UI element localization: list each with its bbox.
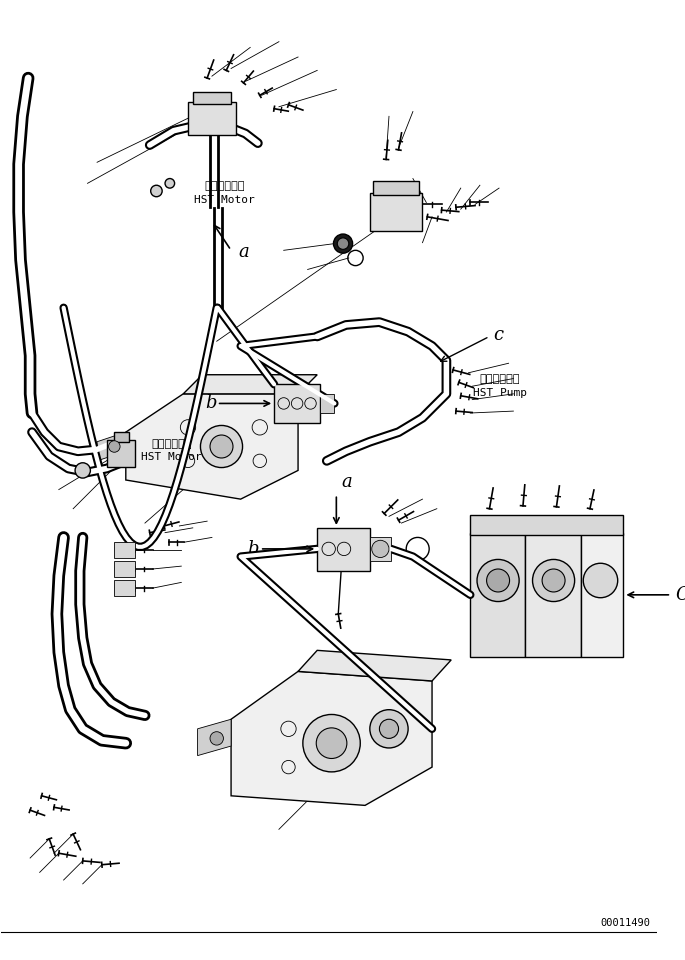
Text: b: b [206,395,216,413]
Bar [188,102,236,135]
Bar [471,516,623,535]
Bar [471,533,525,657]
Text: HST Pump: HST Pump [473,388,527,397]
Circle shape [151,185,162,197]
Bar [114,562,136,577]
Circle shape [316,728,347,758]
Circle shape [210,732,223,745]
Bar [581,533,623,657]
Text: ＨＳＴポンプ: ＨＳＴポンプ [479,374,520,384]
Circle shape [532,560,575,602]
Polygon shape [231,671,432,805]
Polygon shape [197,719,231,756]
Text: 00011490: 00011490 [600,918,650,927]
Circle shape [109,441,120,452]
Circle shape [542,569,565,592]
Text: a: a [239,243,249,261]
Circle shape [379,719,399,738]
Circle shape [477,560,519,602]
Text: HST Motor: HST Motor [194,195,255,204]
Bar [525,533,581,657]
Bar [114,581,136,596]
Bar [317,528,370,571]
Circle shape [303,714,360,772]
Circle shape [165,179,175,188]
Circle shape [486,569,510,592]
Circle shape [75,463,90,478]
Text: c: c [493,325,503,344]
Text: a: a [341,473,352,492]
Circle shape [201,425,242,468]
Bar [192,92,231,104]
Text: b: b [247,540,259,558]
Bar [114,432,129,442]
Bar [320,394,334,413]
Circle shape [210,435,233,458]
Bar [373,181,419,195]
Polygon shape [126,394,298,499]
Text: ＨＳＴモータ: ＨＳＴモータ [151,439,192,448]
Bar [114,542,136,558]
Polygon shape [97,432,126,461]
Circle shape [372,540,389,558]
Text: HST Motor: HST Motor [142,452,202,462]
Bar [274,384,320,422]
Circle shape [370,709,408,748]
Text: C: C [675,586,685,604]
Circle shape [583,564,618,598]
Bar [107,440,136,467]
Text: ＨＳＴモータ: ＨＳＴモータ [204,181,245,191]
Circle shape [337,238,349,250]
Polygon shape [183,374,317,394]
Circle shape [334,234,353,253]
Bar [370,193,423,231]
Polygon shape [298,650,451,681]
Bar [370,538,391,562]
